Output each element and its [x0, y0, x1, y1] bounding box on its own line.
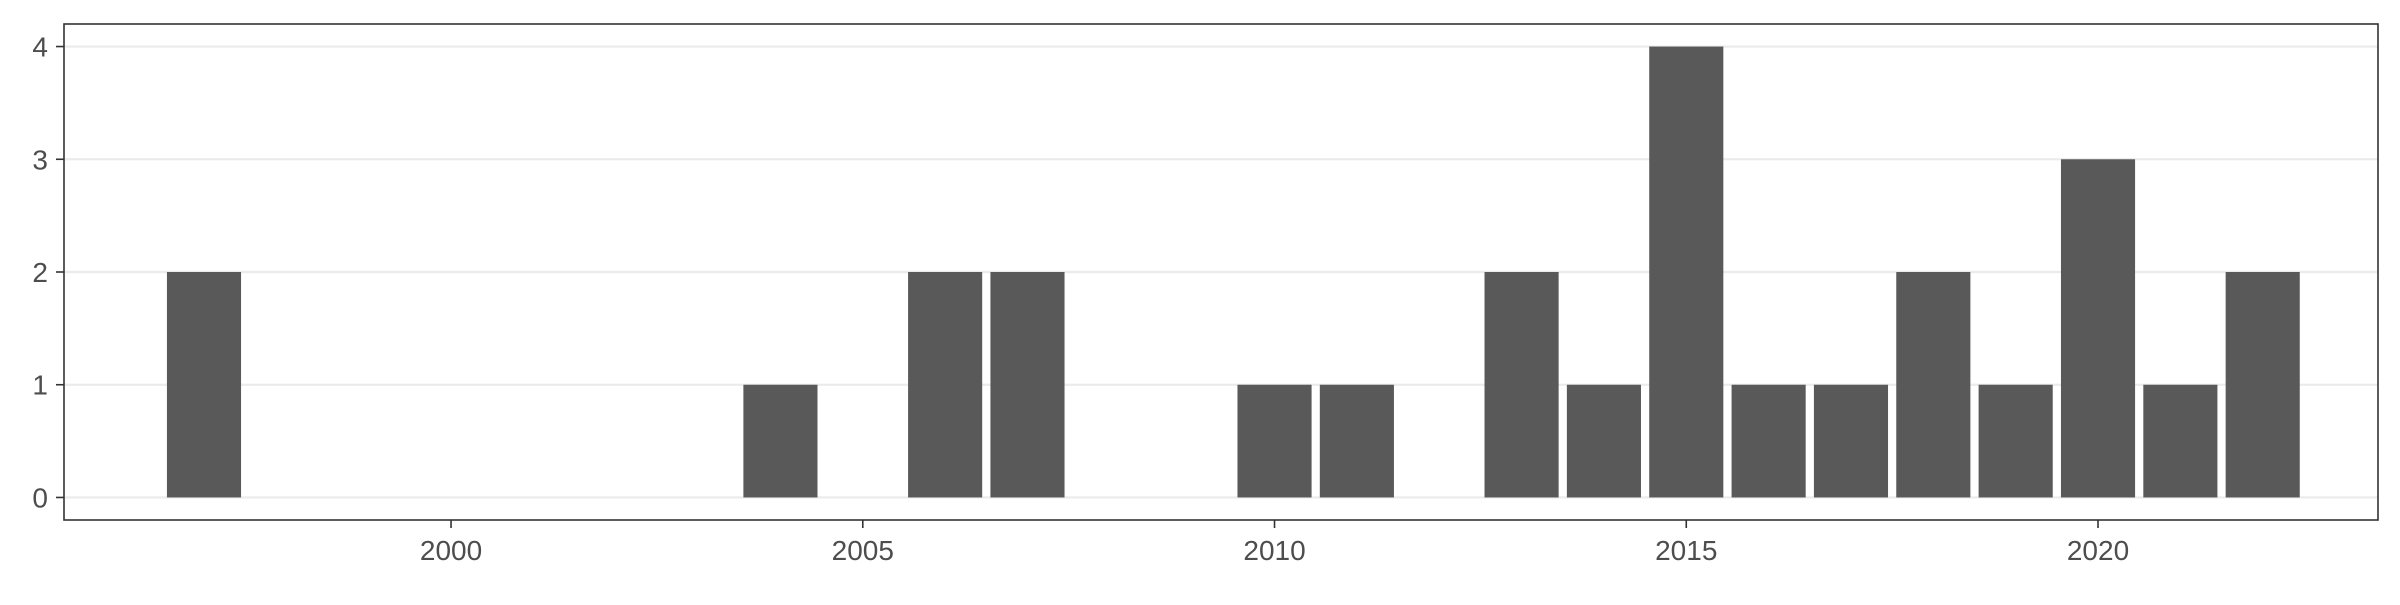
bar-2021 [2143, 384, 2218, 498]
bar-2017 [1813, 384, 1889, 498]
bar-series [166, 46, 2300, 498]
y-tick-label: 0 [32, 482, 48, 513]
bar-2011 [1319, 384, 1394, 498]
y-tick-label: 4 [32, 32, 48, 63]
bar-2013 [1484, 272, 1559, 498]
bar-2018 [1896, 272, 1971, 498]
bar-2004 [743, 384, 818, 498]
x-tick-label: 2005 [832, 535, 894, 566]
y-tick-label: 1 [32, 370, 48, 401]
bar-1997 [166, 272, 242, 498]
bar-2020 [2060, 159, 2136, 498]
x-tick-label: 2000 [420, 535, 482, 566]
bar-2006 [908, 272, 983, 498]
y-tick-label: 2 [32, 257, 48, 288]
bar-2016 [1731, 384, 1806, 498]
bar-2010 [1237, 384, 1312, 498]
axes: 0 1 2 3 4 2000 2005 2010 2015 2020 [32, 32, 2129, 566]
x-tick-label: 2010 [1243, 535, 1305, 566]
bar-2019 [1978, 384, 2053, 498]
bar-2014 [1566, 384, 1641, 498]
bar-2015 [1649, 46, 1724, 498]
bar-2022 [2225, 272, 2300, 498]
bar-2007 [990, 272, 1065, 498]
x-tick-label: 2015 [1655, 535, 1717, 566]
x-tick-label: 2020 [2067, 535, 2129, 566]
y-tick-label: 3 [32, 144, 48, 175]
